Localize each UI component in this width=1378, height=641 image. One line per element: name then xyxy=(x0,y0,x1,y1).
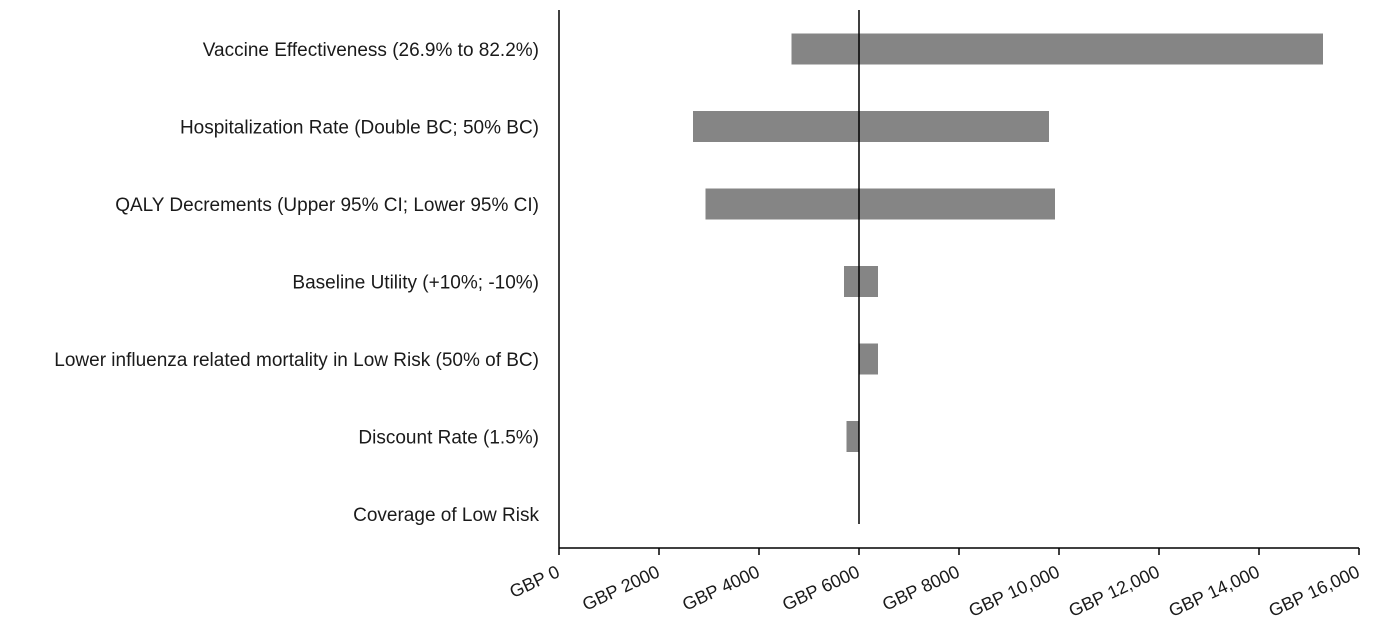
sensitivity-bar xyxy=(791,33,1323,65)
x-axis-tick-label: GBP 4000 xyxy=(679,561,762,614)
sensitivity-bar xyxy=(705,188,1055,220)
category-label: Discount Rate (1.5%) xyxy=(358,428,539,449)
category-label: Lower influenza related mortality in Low… xyxy=(54,350,539,371)
x-axis-tick-label: GBP 16,000 xyxy=(1266,561,1363,620)
bars-layer xyxy=(693,33,1323,452)
sensitivity-bar xyxy=(844,266,878,297)
category-label: Baseline Utility (+10%; -10%) xyxy=(292,273,539,294)
sensitivity-bar xyxy=(859,343,878,375)
x-axis-tick-label: GBP 6000 xyxy=(779,561,862,614)
axis-layer xyxy=(558,10,1360,555)
category-label: QALY Decrements (Upper 95% CI; Lower 95%… xyxy=(115,195,539,216)
x-axis-tick-label: GBP 14,000 xyxy=(1166,561,1263,620)
sensitivity-bar xyxy=(693,111,1049,142)
category-label: Hospitalization Rate (Double BC; 50% BC) xyxy=(180,118,539,139)
x-axis-tick-label: GBP 12,000 xyxy=(1066,561,1163,620)
category-label: Coverage of Low Risk xyxy=(353,505,539,526)
x-axis-tick-label: GBP 2000 xyxy=(579,561,662,614)
category-label: Vaccine Effectiveness (26.9% to 82.2%) xyxy=(203,40,539,61)
x-axis-tick-label: GBP 0 xyxy=(506,561,562,601)
category-labels: Vaccine Effectiveness (26.9% to 82.2%) Ho… xyxy=(54,40,539,526)
x-axis-tick-label: GBP 8000 xyxy=(879,561,962,614)
x-axis-tick-label: GBP 10,000 xyxy=(966,561,1063,620)
x-axis-tick-labels: GBP 0 GBP 2000 GBP 4000 GBP 6000 GBP 8000 GBP… xyxy=(506,561,1362,620)
sensitivity-bar xyxy=(846,421,859,452)
